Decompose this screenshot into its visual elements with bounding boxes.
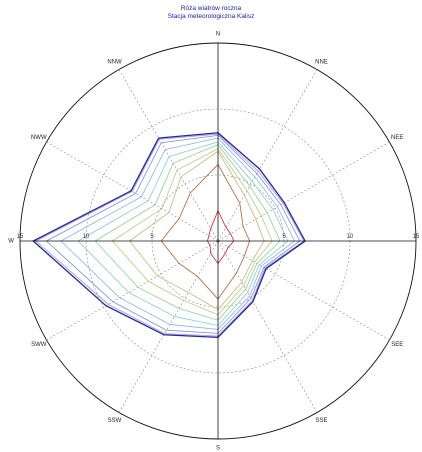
direction-label-nww: NWW (31, 135, 47, 141)
direction-label-n: N (216, 32, 220, 38)
grid-spoke-nnw (118, 69, 219, 242)
tick-label-15-e: 15 (413, 234, 420, 240)
series-line-2 (160, 163, 251, 300)
series-group (32, 132, 306, 339)
grid-spoke-see (217, 240, 390, 341)
direction-label-sse: SSE (315, 418, 327, 424)
direction-labels: NNNENEEESEESSESSSWSWWWNWWNNW (8, 32, 403, 452)
grid-spoke-ssw (118, 240, 219, 413)
series-line-7 (60, 137, 296, 330)
tick-label-5-e: 5 (282, 234, 286, 240)
tick-label-5-w: 5 (150, 234, 154, 240)
grid-spoke-nne (217, 69, 318, 242)
series-line-1 (207, 209, 235, 265)
direction-label-w: W (8, 239, 14, 245)
direction-label-ssw: SSW (108, 418, 122, 424)
series-line-4 (111, 148, 273, 316)
axis-lines (20, 43, 416, 439)
direction-label-see: SEE (391, 342, 403, 348)
tick-label-15-w: 15 (17, 234, 24, 240)
series-line-9 (35, 133, 305, 337)
radial-tick-labels: 5 5 10 10 15 15 (17, 234, 420, 240)
tick-label-10-e: 10 (347, 234, 354, 240)
tick-label-10-w: 10 (83, 234, 90, 240)
grid-spoke-sse (217, 240, 318, 413)
direction-label-s: S (216, 445, 220, 451)
direction-label-nne: NNE (315, 59, 328, 65)
direction-label-nee: NEE (391, 135, 403, 141)
chart-title: Róża wiatrów roczna (181, 5, 242, 12)
grid-spoke-sww (46, 240, 219, 341)
chart-subtitle: Stacja meteorologiczna Kalisz (168, 13, 255, 20)
direction-label-nnw: NNW (107, 59, 122, 65)
series-line-10 (32, 132, 306, 339)
direction-label-sww: SWW (31, 342, 47, 348)
grid-spoke-nww (46, 141, 219, 242)
grid-spoke-nee (217, 141, 390, 242)
